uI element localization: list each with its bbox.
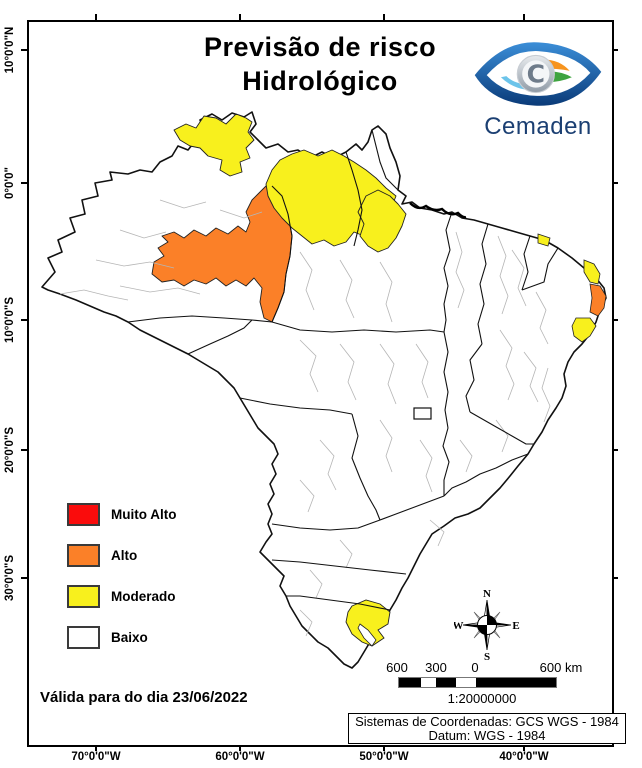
scale-label-600-km: 600 km (539, 660, 583, 675)
cemaden-logo-text: Cemaden (484, 113, 592, 140)
scale-bar (398, 677, 557, 688)
legend-swatch-muito-alto (67, 503, 100, 526)
subregion-borders (59, 199, 551, 637)
cemaden-logo: C Cemaden (466, 38, 610, 140)
compass-n: N (483, 588, 491, 600)
lat-label-10s: 10°0'0"S (4, 296, 16, 344)
legend-label-moderado: Moderado (111, 589, 176, 604)
risk-region-moderado-roraima (173, 113, 255, 177)
lat-label-0: 0°0'0" (4, 167, 16, 199)
page-title: Previsão de risco Hidrológico (130, 30, 510, 98)
legend-swatch-baixo (67, 626, 100, 649)
svg-text:C: C (527, 60, 545, 89)
lat-label-20s: 20°0'0"S (4, 426, 16, 474)
risk-region-moderado-rs (345, 599, 391, 647)
lon-label-50w: 50°0'0"W (359, 751, 409, 763)
risk-region-moderado-para (265, 149, 407, 253)
scale-label-0: 0 (471, 660, 479, 675)
compass-rose: N S E W (454, 588, 520, 662)
df-box (413, 407, 432, 420)
legend-label-baixo: Baixo (111, 630, 148, 645)
scale-label-300: 300 (425, 660, 447, 675)
risk-regions-northeast-coast (537, 233, 607, 343)
coordinate-system-line: Sistemas de Coordenadas: GCS WGS - 1984 (355, 714, 619, 729)
validity-text: Válida para do dia 23/06/2022 (40, 689, 248, 706)
legend-label-alto: Alto (111, 548, 138, 563)
datum-line: Datum: WGS - 1984 (428, 728, 546, 743)
lon-label-40w: 40°0'0"W (499, 751, 549, 763)
legend-swatch-alto (67, 544, 100, 567)
north-coast-line (409, 202, 467, 219)
lat-label-10n: 10°0'0"N (4, 26, 16, 74)
cemaden-eye-icon: C (474, 42, 602, 106)
title-line-1: Previsão de risco (203, 32, 437, 62)
coordinate-system-box: Sistemas de Coordenadas: GCS WGS - 1984 … (348, 713, 626, 744)
brazil-risk-map (41, 111, 607, 669)
legend-label-muito-alto: Muito Alto (111, 507, 177, 522)
lon-label-70w: 70°0'0"W (71, 751, 121, 763)
scale-ratio: 1:20000000 (447, 691, 517, 706)
compass-s: S (484, 651, 490, 662)
legend-swatch-moderado (67, 585, 100, 608)
lon-label-60w: 60°0'0"W (215, 751, 265, 763)
lat-label-30s: 30°0'0"S (4, 554, 16, 602)
state-borders (127, 129, 559, 611)
scale-label-600-left: 600 (386, 660, 408, 675)
compass-w: W (454, 620, 464, 632)
title-line-2: Hidrológico (242, 66, 398, 96)
compass-e: E (512, 620, 519, 632)
